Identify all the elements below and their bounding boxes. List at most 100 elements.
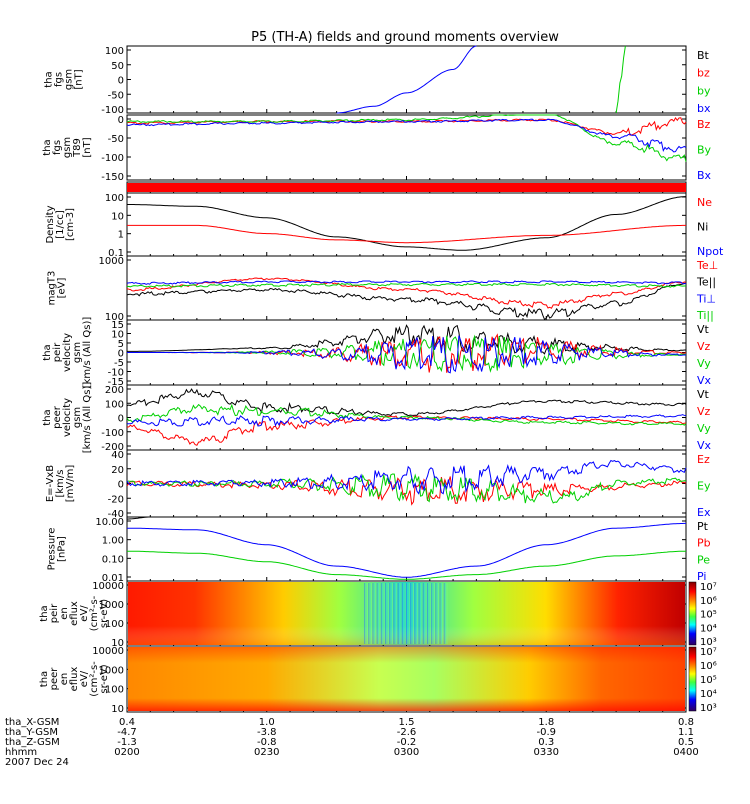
status-bar xyxy=(127,183,686,192)
x-axis-row-label: hhmm xyxy=(5,747,37,758)
y-axis-label-line: sr-eV) xyxy=(99,664,110,693)
x-axis-value: -0.9 xyxy=(536,727,556,738)
y-axis-label: tha fgs gsm T89 [nT] xyxy=(42,137,93,158)
y-axis-label-line: (cm²-s- xyxy=(89,661,100,697)
legend-label: Ne xyxy=(697,196,712,209)
colorbar-label: 10⁷ xyxy=(700,582,717,593)
y-tick-label: 0.10 xyxy=(102,554,124,565)
colorbar-label: 10⁵ xyxy=(700,610,717,621)
y-axis-label-line: (cm²-s- xyxy=(89,595,100,631)
colorbar-label: 10⁷ xyxy=(700,647,717,658)
panel-4: 1000 100 magT3 [eV] Te⊥ Te|| Ti⊥ Ti|| xyxy=(47,255,718,323)
y-axis-label-line: [mV/m] xyxy=(65,465,76,503)
x-axis-value: 0.5 xyxy=(678,737,694,748)
legend-label: bz xyxy=(697,67,710,80)
x-axis-value: 0.8 xyxy=(678,717,694,728)
y-tick-label: -20 xyxy=(108,494,124,505)
series-Pe-line xyxy=(127,550,686,580)
y-axis-label: tha peer en eflux eV/(cm²-s-sr-eV) xyxy=(39,661,110,697)
y-axis-label-line: en xyxy=(59,607,70,620)
y-axis-label-line: sr-eV) xyxy=(99,599,110,628)
legend-label: Vx xyxy=(697,374,712,387)
legend-label: Te⊥ xyxy=(696,259,718,272)
y-axis-label-line: T89 xyxy=(72,138,83,158)
y-tick-label: -200 xyxy=(101,442,124,453)
y-tick-label: -40 xyxy=(108,509,124,520)
panel-8: 10.00 1.00 0.10 0.01 Pressure [nPa] Pt Pb Pe Pi xyxy=(47,516,711,584)
legend-label: Ey xyxy=(697,480,711,493)
y-axis-label-line: en xyxy=(59,673,70,686)
panel-frame xyxy=(126,255,687,321)
y-tick-label: -50 xyxy=(108,134,124,145)
y-axis-label-line: magT3 xyxy=(47,271,58,306)
colorbar-label: 10⁴ xyxy=(700,623,717,634)
y-tick-label: -150 xyxy=(101,172,124,183)
y-axis-label: tha peir velocity gsm [km/s (All Qs)] xyxy=(42,317,93,389)
x-axis-value: -1.3 xyxy=(117,737,137,748)
y-tick-label: 10 xyxy=(111,211,124,222)
y-tick-label: 0 xyxy=(118,414,124,425)
y-tick-label: 100 xyxy=(105,685,124,696)
y-tick-label: 10000 xyxy=(92,581,124,592)
y-tick-label: 200 xyxy=(105,385,124,396)
y-axis-label-line: [nT] xyxy=(82,137,93,157)
y-axis-label-line: [km/s xyxy=(55,469,66,497)
series-Ti-line xyxy=(126,280,687,285)
y-tick-label: 10.00 xyxy=(95,517,124,528)
legend-label: Ez xyxy=(697,453,710,466)
colorbar xyxy=(688,581,697,646)
y-tick-label: 0 xyxy=(118,480,124,491)
series-Te-line xyxy=(126,277,687,309)
spectrogram-shade xyxy=(128,647,685,711)
plot-title: P5 (TH-A) fields and ground moments over… xyxy=(251,30,559,45)
legend-label: Ti|| xyxy=(696,309,714,322)
y-tick-label: -5 xyxy=(114,358,124,369)
y-axis-label-line: E=-VxB xyxy=(45,465,56,502)
y-axis-label-line: eV/ xyxy=(79,670,90,687)
y-axis-label-line: peir xyxy=(49,603,60,623)
legend-label: Vt xyxy=(697,388,710,401)
panel-0: 100 50 0 -50 -100 tha fgs gsm [nT] Bt bz by bx xyxy=(44,45,711,116)
y-axis-label-line: fgs xyxy=(52,140,63,155)
y-tick-label: 5 xyxy=(118,339,124,350)
y-axis-label-line: peer xyxy=(49,667,60,691)
legend-label: Bz xyxy=(697,118,711,131)
x-axis-row-label: 2007 Dec 24 xyxy=(5,757,69,768)
series-Pt-line xyxy=(126,516,151,520)
y-tick-label: 50 xyxy=(111,61,124,72)
y-tick-label: 1000 xyxy=(99,665,124,676)
y-tick-label: 10000 xyxy=(92,646,124,657)
x-axis-value: -4.7 xyxy=(117,727,137,738)
colorbar-label: 10⁵ xyxy=(700,675,717,686)
series-Vx-line xyxy=(127,335,687,374)
legend-label: Vy xyxy=(697,357,711,370)
y-axis-label-line: gsm xyxy=(64,69,75,90)
y-axis-label-line: Density xyxy=(45,205,56,243)
x-axis-value: 1.1 xyxy=(678,727,694,738)
x-axis-value: 1.0 xyxy=(259,717,275,728)
x-axis-value: 0.4 xyxy=(119,717,135,728)
y-tick-label: 40 xyxy=(111,450,124,461)
y-tick-label: 1.00 xyxy=(102,536,124,547)
y-tick-label: 10 xyxy=(111,704,124,715)
panel-frame xyxy=(126,45,687,114)
series-bx-line xyxy=(336,45,477,114)
y-tick-label: -100 xyxy=(101,153,124,164)
series-Bx-line xyxy=(126,118,687,153)
panel-frame xyxy=(126,516,687,582)
y-tick-label: 10 xyxy=(111,330,124,341)
y-axis-label-line: tha xyxy=(39,671,50,687)
y-axis-label-line: gsm xyxy=(62,137,73,158)
legend-label: By xyxy=(697,144,712,157)
y-axis-label-line: tha xyxy=(42,139,53,155)
y-axis-label: tha fgs gsm [nT] xyxy=(44,69,85,90)
y-tick-label: 0 xyxy=(118,349,124,360)
y-axis-label: magT3 [eV] xyxy=(47,271,68,306)
panel-7: 40 20 0 -20 -40 E=-VxB [km/s [mV/m] Ez Ey Ex xyxy=(45,449,711,520)
legend-label: Pi xyxy=(697,570,706,583)
x-axis-value: 1.8 xyxy=(538,717,554,728)
y-tick-label: 100 xyxy=(105,399,124,410)
